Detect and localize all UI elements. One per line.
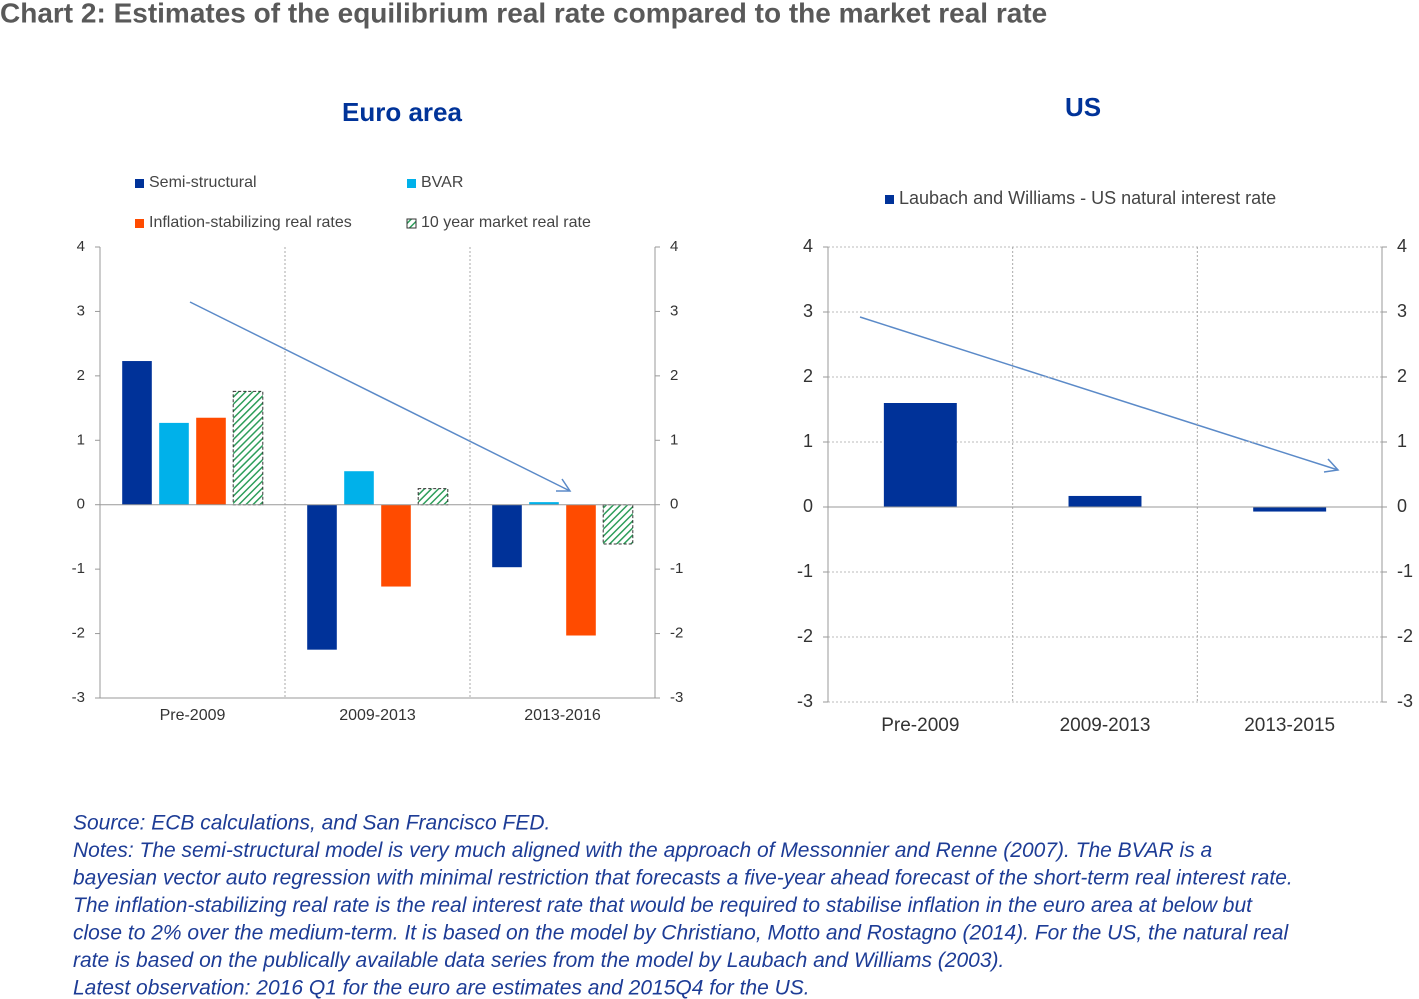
page-title: Chart 2: Estimates of the equilibrium re… (0, 0, 1047, 28)
legend-swatch (407, 179, 416, 188)
bar (344, 471, 374, 505)
trend-arrow (189, 301, 1340, 492)
bar (883, 403, 957, 507)
legend-swatch (406, 218, 417, 229)
y-tick-label: 1 (803, 431, 813, 451)
legend-swatch (135, 179, 144, 188)
legend-swatch (135, 219, 144, 228)
y2-tick-label: 2 (1397, 366, 1407, 386)
chart-title: US (1065, 92, 1101, 122)
y-tick-label: 1 (77, 431, 85, 448)
bar (381, 504, 411, 587)
bar (307, 504, 337, 650)
y2-tick-label: 3 (1397, 301, 1407, 321)
bar (529, 502, 559, 505)
note-line: Latest observation: 2016 Q1 for the euro… (73, 977, 810, 999)
note-line: rate is based on the publically availabl… (73, 949, 1004, 972)
bar (1068, 495, 1142, 507)
y-tick-label: -1 (797, 561, 813, 581)
y2-tick-label: 0 (670, 496, 678, 513)
bar (196, 417, 226, 505)
chart-title: Euro area (342, 97, 462, 127)
y-tick-label: 0 (77, 496, 85, 513)
legend-label: BVAR (421, 174, 463, 191)
y2-tick-label: -3 (1397, 691, 1413, 711)
y2-tick-label: 2 (670, 367, 678, 384)
bar (602, 504, 634, 545)
y-tick-label: 4 (77, 238, 85, 255)
note-line: Notes: The semi-structural model is very… (73, 839, 1212, 862)
bar (417, 488, 449, 506)
y2-tick-label: 4 (1397, 236, 1407, 256)
bar (122, 361, 152, 505)
bar (1253, 507, 1327, 512)
y-tick-label: 2 (77, 367, 85, 384)
y-tick-label: 3 (803, 301, 813, 321)
y2-tick-label: 1 (670, 431, 678, 448)
bar (566, 504, 596, 636)
y2-tick-label: 4 (670, 238, 678, 255)
x-tick-label: Pre-2009 (881, 715, 959, 736)
y-tick-label: -3 (72, 689, 85, 706)
bar (492, 504, 522, 568)
y2-tick-label: 3 (670, 302, 678, 319)
y2-tick-label: -2 (1397, 626, 1413, 646)
y-tick-label: 2 (803, 366, 813, 386)
y2-tick-label: -3 (670, 689, 683, 706)
y2-tick-label: 0 (1397, 496, 1407, 516)
note-line: The inflation-stabilizing real rate is t… (73, 894, 1253, 917)
y-tick-label: 0 (803, 496, 813, 516)
bar (159, 422, 189, 505)
y2-tick-label: 1 (1397, 431, 1407, 451)
y-tick-label: -1 (72, 560, 85, 577)
legend-label: Inflation-stabilizing real rates (149, 214, 352, 231)
x-tick-label: 2009-2013 (1060, 715, 1151, 736)
x-tick-label: 2013-2015 (1244, 715, 1335, 736)
legend-label: 10 year market real rate (421, 214, 591, 231)
y2-tick-label: -2 (670, 625, 683, 642)
note-line: bayesian vector auto regression with min… (73, 867, 1293, 890)
legend-label: Laubach and Williams - US natural intere… (899, 188, 1276, 208)
y-tick-label: 3 (77, 302, 85, 319)
bar (232, 390, 264, 506)
note-line: Source: ECB calculations, and San Franci… (73, 812, 550, 835)
y-tick-label: 4 (803, 236, 813, 256)
y2-tick-label: -1 (670, 560, 683, 577)
y-tick-label: -3 (797, 691, 813, 711)
legend-swatch (885, 195, 894, 204)
y-tick-label: -2 (72, 625, 85, 642)
legend-label: Semi-structural (149, 174, 257, 191)
x-tick-label: 2013-2016 (524, 707, 601, 724)
y2-tick-label: -1 (1397, 561, 1413, 581)
x-tick-label: 2009-2013 (339, 707, 416, 724)
y-tick-label: -2 (797, 626, 813, 646)
note-line: close to 2% over the medium-term. It is … (73, 922, 1289, 945)
x-tick-label: Pre-2009 (160, 707, 226, 724)
